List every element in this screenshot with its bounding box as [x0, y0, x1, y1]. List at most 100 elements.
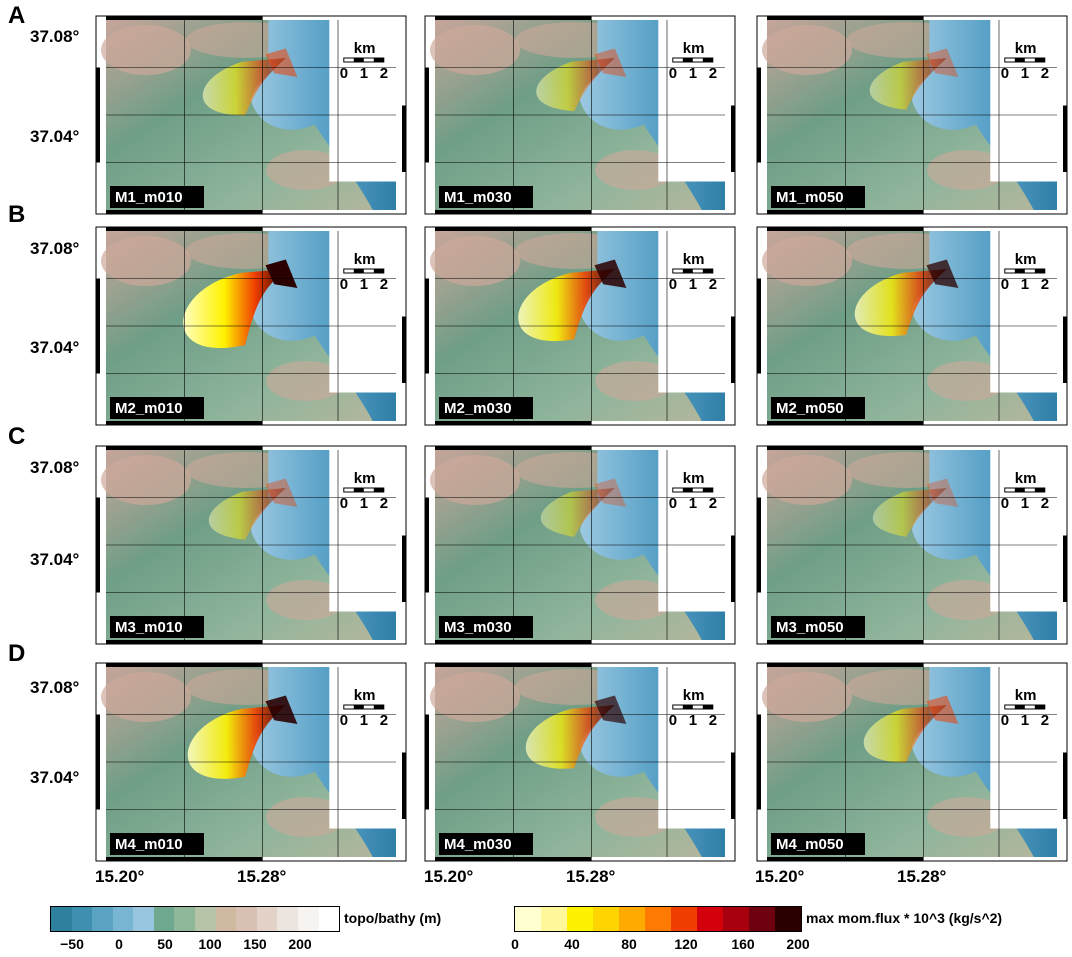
frame-bar [435, 210, 592, 214]
scalebar-segment [353, 269, 364, 273]
topo-color-swatch [236, 907, 257, 931]
inundation-flux-peak [926, 695, 959, 724]
scalebar-segment [1034, 269, 1045, 273]
upland-area [762, 236, 852, 286]
inundation-flux-peak [265, 478, 298, 507]
map-panel: km 0 1 2 M2_m030 [424, 226, 736, 426]
inundation-flux [869, 58, 947, 110]
inundation-flux-peak [926, 48, 959, 77]
frame-bar [96, 278, 100, 374]
map-panel: km 0 1 2 M4_m010 [95, 662, 407, 862]
frame-bar [757, 278, 761, 374]
map-panel: km 0 1 2 M2_m010 [95, 226, 407, 426]
scalebar-tick: 1 [1021, 495, 1029, 512]
panel-title-box [110, 397, 204, 419]
inundation-flux-peak [926, 259, 959, 288]
scalebar-segment [373, 269, 384, 273]
topo-color-swatch [153, 907, 175, 931]
row-label-c: C [8, 423, 26, 450]
inundation-flux [536, 58, 615, 112]
flux-color-swatch [593, 907, 619, 931]
scalebar-tick: 2 [380, 712, 388, 729]
frame-bar [435, 663, 592, 667]
frame-bar [757, 67, 761, 163]
scalebar-unit: km [354, 470, 376, 487]
flux-color-swatch [723, 907, 749, 931]
panel-title-box [110, 616, 204, 638]
inundation-flux-peak [265, 259, 298, 288]
frame-bar [757, 497, 761, 593]
topo-colorbar-label: topo/bathy (m) [344, 910, 442, 926]
topo-color-swatch [133, 907, 154, 931]
scalebar-segment [1014, 269, 1025, 273]
flux-color-swatch [775, 907, 801, 931]
scalebar-unit: km [354, 40, 376, 57]
scalebar-tick: 1 [1021, 276, 1029, 293]
upland-area [927, 797, 1007, 837]
frame-bar [96, 67, 100, 163]
upland-area [430, 25, 520, 75]
inundation-flux [183, 269, 286, 349]
scalebar-tick: 1 [360, 65, 368, 82]
lat-label: 37.08° [30, 678, 80, 697]
topo-tick: 100 [198, 936, 222, 952]
scalebar-tick: 2 [709, 276, 717, 293]
upland-area [266, 361, 346, 401]
map-panel: km 0 1 2 M3_m050 [756, 445, 1068, 645]
outside-domain [329, 667, 396, 829]
scalebar-tick: 0 [1001, 712, 1009, 729]
frame-bar [1063, 752, 1067, 819]
frame-bar [767, 857, 924, 861]
topo-color-swatch [277, 907, 298, 931]
scalebar-unit: km [1015, 470, 1037, 487]
inundation-flux [872, 488, 947, 537]
frame-bar [96, 497, 100, 593]
inundation-flux-peak [926, 478, 959, 507]
lat-label: 37.04° [30, 550, 80, 569]
panel-title-box [110, 186, 204, 208]
upland-area [595, 150, 675, 190]
inundation-flux [518, 269, 615, 342]
inundation-flux [187, 705, 286, 779]
flux-color-swatch [515, 907, 541, 931]
scalebar [1004, 268, 1046, 274]
scalebar-tick: 0 [340, 276, 348, 293]
upland-area [430, 236, 520, 286]
outside-domain [329, 450, 396, 612]
frame-bar [402, 535, 406, 602]
inundation-flux [525, 705, 615, 769]
scalebar [1004, 704, 1046, 710]
frame-bar [731, 316, 735, 383]
lat-label: 37.08° [30, 27, 80, 46]
lon-label: 15.20° [424, 867, 474, 886]
panel-title-box [771, 833, 865, 855]
panel-title: M2_m030 [444, 400, 512, 417]
upland-area [430, 672, 520, 722]
frame-bar [106, 16, 263, 20]
frame-bar [106, 421, 263, 425]
inundation-flux [540, 488, 615, 537]
scalebar-tick: 0 [340, 712, 348, 729]
scalebar-unit: km [683, 470, 705, 487]
outside-domain [990, 667, 1057, 829]
frame-bar [767, 640, 924, 644]
row-label-d: D [8, 640, 26, 667]
frame-bar [106, 857, 263, 861]
scalebar-segment [373, 488, 384, 492]
upland-area [762, 25, 852, 75]
topo-color-swatch [71, 907, 93, 931]
outside-domain [990, 231, 1057, 393]
frame-bar [731, 105, 735, 172]
scalebar-unit: km [354, 687, 376, 704]
flux-tick: 200 [786, 936, 810, 952]
lat-label: 37.04° [30, 127, 80, 146]
scalebar-segment [1034, 58, 1045, 62]
scalebar-tick: 0 [669, 712, 677, 729]
panel-title: M3_m030 [444, 619, 512, 636]
map-panel: km 0 1 2 M1_m010 [95, 15, 407, 215]
frame-bar [425, 714, 429, 810]
frame-bar [106, 640, 263, 644]
frame-bar [1063, 535, 1067, 602]
topo-colorbar [50, 906, 340, 932]
upland-area [430, 455, 520, 505]
